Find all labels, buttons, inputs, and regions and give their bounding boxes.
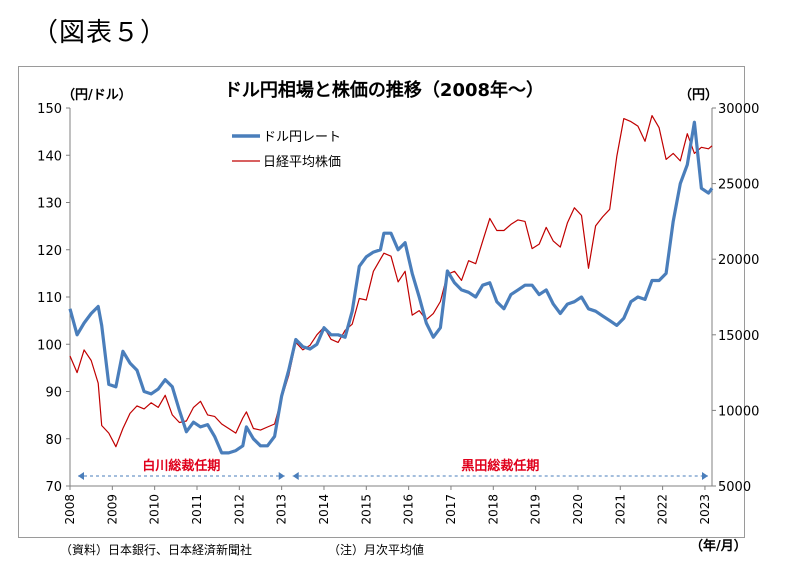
axes: 70 80 90 100 110 120 130 140 150 5000 10000 15000 20… <box>37 102 759 525</box>
left-tick-label: 70 <box>45 480 62 495</box>
left-tick-label: 130 <box>37 197 62 212</box>
legend-usdjpy-label: ドル円レート <box>263 130 341 145</box>
footnote: （注）月次平均値 <box>328 543 425 557</box>
x-axis-unit: （年/月） <box>690 538 747 554</box>
nikkei-series-line <box>69 115 713 448</box>
x-tick-label: 2009 <box>105 494 119 525</box>
right-tick-label: 15000 <box>718 329 759 344</box>
usdjpy-series-line <box>68 120 714 455</box>
chart-frame <box>18 66 745 538</box>
left-axis-unit: （円/ドル） <box>62 87 132 103</box>
left-tick-label: 110 <box>37 291 62 306</box>
right-tick-label: 20000 <box>718 253 759 268</box>
x-tick-label: 2018 <box>486 494 500 525</box>
right-axis-unit: （円） <box>679 87 718 103</box>
left-tick-label: 90 <box>45 386 62 401</box>
right-tick-label: 10000 <box>718 404 759 419</box>
x-tick-label: 2014 <box>317 494 331 525</box>
x-tick-label: 2019 <box>529 494 543 525</box>
x-tick-label: 2015 <box>359 494 373 525</box>
left-tick-label: 140 <box>37 149 62 164</box>
right-tick-label: 30000 <box>718 102 759 117</box>
period-arrow-head-left <box>292 472 299 480</box>
chart-title: ドル円相場と株価の推移（2008年～） <box>224 79 544 101</box>
x-tick-label: 2013 <box>275 494 289 525</box>
x-tick-label: 2023 <box>698 494 712 525</box>
right-tick-label: 5000 <box>718 480 751 495</box>
period-arrow-head-right <box>702 472 708 480</box>
source-note: （資料）日本銀行、日本経済新聞社 <box>60 543 253 557</box>
x-tick-label: 2016 <box>402 494 416 525</box>
period-arrow-head-right <box>278 472 285 480</box>
series-lines <box>68 115 714 455</box>
left-tick-label: 120 <box>37 244 62 259</box>
governor-periods: 白川総裁任期 黒田総裁任期 <box>78 458 708 480</box>
x-tick-label: 2008 <box>63 494 77 525</box>
figure-label: （図表５） <box>32 18 168 48</box>
x-tick-label: 2021 <box>613 494 627 525</box>
period-arrow-head-left <box>78 472 84 480</box>
left-tick-label: 150 <box>37 102 62 117</box>
left-tick-label: 100 <box>37 338 62 353</box>
left-tick-label: 80 <box>45 433 62 448</box>
right-tick-label: 25000 <box>718 178 759 193</box>
period-label: 黒田総裁任期 <box>461 458 539 474</box>
x-tick-label: 2010 <box>148 494 162 525</box>
x-tick-label: 2012 <box>232 494 246 525</box>
period-label: 白川総裁任期 <box>142 458 220 474</box>
x-tick-label: 2020 <box>571 494 585 525</box>
legend-nikkei-label: 日経平均株価 <box>263 155 341 170</box>
x-tick-label: 2017 <box>444 494 458 525</box>
x-tick-label: 2022 <box>656 494 670 525</box>
x-tick-label: 2011 <box>190 494 204 525</box>
